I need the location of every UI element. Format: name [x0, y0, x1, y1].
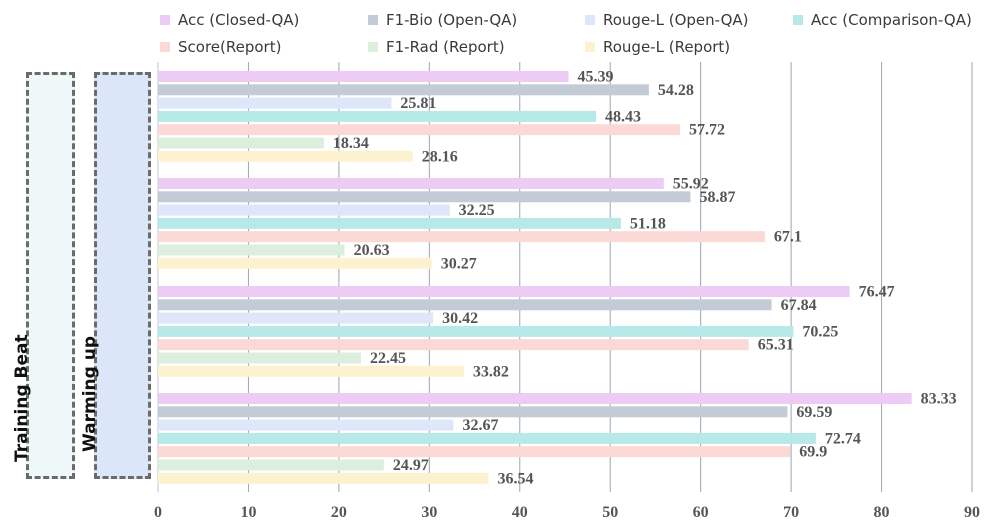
value-label: 57.72	[689, 122, 725, 139]
value-label: 70.25	[802, 323, 838, 340]
value-label: 69.9	[799, 444, 827, 461]
bar	[158, 339, 749, 351]
value-label: 20.63	[354, 242, 390, 259]
value-label: 69.59	[796, 404, 832, 421]
x-tick-label: 70	[783, 504, 799, 521]
legend-swatch	[368, 15, 378, 25]
bar	[158, 97, 392, 109]
bar	[158, 446, 791, 458]
legend-swatch	[585, 15, 595, 25]
bar	[158, 365, 464, 377]
x-tick-label: 10	[240, 504, 256, 521]
legend-swatch	[160, 15, 170, 25]
bar	[158, 325, 794, 337]
legend-label: Rouge-L (Open-QA)	[603, 11, 749, 29]
legend-swatch	[368, 42, 378, 52]
bar	[158, 204, 450, 216]
value-label: 18.34	[333, 135, 369, 152]
legend-label: Rouge-L (Report)	[603, 38, 731, 56]
value-label: 30.42	[442, 310, 478, 327]
warming-up-panel	[94, 72, 151, 479]
value-label: 30.27	[441, 255, 477, 272]
legend-label: Acc (Closed-QA)	[178, 11, 300, 29]
x-tick-label: 80	[874, 504, 890, 521]
legend-label: Score(Report)	[178, 38, 282, 56]
x-tick-label: 40	[512, 504, 528, 521]
value-label: 45.39	[578, 69, 614, 86]
bar	[158, 257, 432, 269]
bar	[158, 150, 413, 162]
legend-item: F1-Bio (Open-QA)	[368, 11, 517, 29]
value-label: 48.43	[605, 108, 641, 125]
legend-item: F1-Rad (Report)	[368, 38, 505, 56]
value-label: 33.82	[473, 363, 509, 380]
bar	[158, 459, 384, 471]
legend-swatch	[793, 15, 803, 25]
bar	[158, 231, 765, 243]
legend-label: Acc (Comparison-QA)	[811, 11, 972, 29]
legend-swatch	[160, 42, 170, 52]
training-beat-panel	[26, 72, 75, 479]
bar	[158, 110, 597, 122]
x-tick-label: 0	[154, 504, 162, 521]
value-label: 32.25	[459, 202, 495, 219]
x-tick-label: 30	[421, 504, 437, 521]
bar	[158, 191, 691, 203]
value-label: 55.92	[673, 176, 709, 193]
training-beat-label: Training Beat	[12, 334, 32, 462]
bar	[158, 217, 621, 229]
bar	[158, 406, 788, 418]
bar	[158, 244, 345, 256]
legend-item: Rouge-L (Open-QA)	[585, 11, 749, 29]
value-label: 32.67	[462, 417, 498, 434]
bar	[158, 286, 850, 297]
value-label: 51.18	[630, 215, 666, 232]
bar	[158, 84, 649, 96]
value-label: 67.84	[781, 297, 817, 314]
value-label: 76.47	[859, 284, 895, 301]
bar	[158, 432, 816, 444]
bar	[158, 178, 664, 189]
warming-up-label: Warming up	[80, 335, 100, 452]
bar	[158, 393, 912, 404]
value-label: 83.33	[921, 391, 957, 408]
legend-item: Acc (Comparison-QA)	[793, 11, 972, 29]
legend-item: Acc (Closed-QA)	[160, 11, 299, 29]
legend-swatch	[585, 42, 595, 52]
bar	[158, 419, 454, 431]
value-label: 25.81	[400, 95, 436, 112]
value-label: 28.16	[422, 148, 458, 165]
value-label: 67.1	[774, 229, 802, 246]
legend: Acc (Closed-QA) F1-Bio (Open-QA) Rouge-L (…	[0, 0, 996, 60]
bar	[158, 299, 772, 311]
x-tick-label: 90	[964, 504, 980, 521]
x-tick-label: 50	[602, 504, 618, 521]
value-label: 22.45	[370, 350, 406, 367]
value-label: 72.74	[825, 430, 861, 447]
value-label: 36.54	[497, 470, 533, 487]
legend-item: Rouge-L (Report)	[585, 38, 730, 56]
legend-label: F1-Bio (Open-QA)	[386, 11, 518, 29]
bar	[158, 472, 489, 484]
value-label: 58.87	[699, 189, 735, 206]
bar	[158, 137, 324, 149]
value-label: 24.97	[393, 457, 429, 474]
legend-label: F1-Rad (Report)	[386, 38, 505, 56]
value-label: 54.28	[658, 82, 694, 99]
legend-item: Score(Report)	[160, 38, 281, 56]
bar	[158, 124, 681, 136]
bar	[158, 71, 569, 82]
bar	[158, 312, 434, 324]
value-label: 65.31	[758, 337, 794, 354]
x-tick-label: 60	[693, 504, 709, 521]
x-tick-label: 20	[331, 504, 347, 521]
bar	[158, 352, 362, 364]
